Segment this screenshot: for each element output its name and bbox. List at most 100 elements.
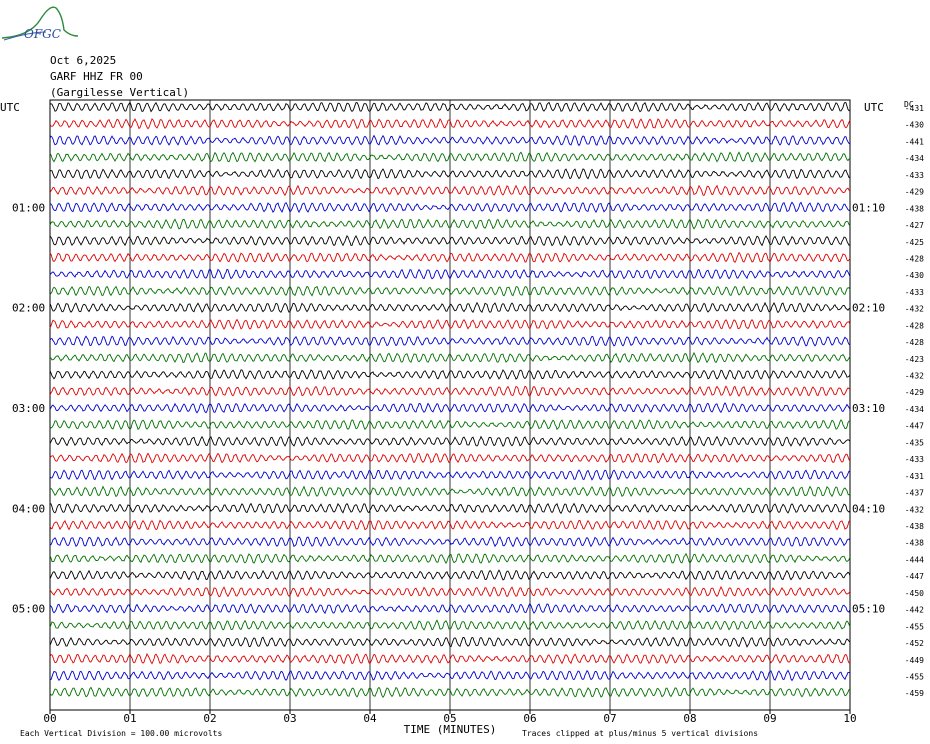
seismic-trace (49, 101, 851, 113)
left-time-label: 01:00 (12, 201, 45, 214)
seismic-trace (49, 602, 851, 615)
seismic-trace (49, 669, 851, 682)
dc-offset-label: -433 (905, 288, 924, 297)
seismic-trace (49, 485, 851, 498)
seismic-trace (49, 151, 851, 163)
dc-offset-label: -432 (905, 505, 924, 514)
x-tick-label: 02 (203, 712, 216, 725)
seismic-trace (49, 301, 851, 314)
seismic-trace (49, 452, 851, 464)
left-utc-label: UTC (0, 101, 20, 114)
dc-offset-label: -431 (905, 104, 924, 113)
seismic-trace (49, 318, 851, 330)
dc-offset-label: -450 (905, 589, 924, 598)
seismic-trace (49, 402, 851, 414)
dc-offset-label: -434 (905, 154, 924, 163)
left-time-label: 05:00 (12, 603, 45, 616)
dc-offset-label: -429 (905, 388, 924, 397)
seismic-trace (49, 652, 851, 665)
dc-offset-label: -438 (905, 539, 924, 548)
seismic-trace (49, 118, 851, 130)
seismic-trace (49, 218, 851, 230)
dc-offset-label: -431 (905, 472, 924, 481)
dc-offset-label: -427 (905, 221, 924, 230)
dc-label: DC (904, 100, 914, 109)
dc-offset-label: -455 (905, 672, 924, 681)
dc-offset-label: -447 (905, 422, 924, 431)
x-tick-label: 07 (603, 712, 616, 725)
dc-offset-label: -441 (905, 137, 924, 146)
seismic-trace (49, 184, 851, 197)
right-time-label: 01:10 (852, 201, 885, 214)
dc-offset-label: -459 (905, 689, 924, 698)
left-time-label: 03:00 (12, 402, 45, 415)
x-axis-title: TIME (MINUTES) (404, 723, 497, 736)
seismic-trace (49, 469, 851, 481)
dc-offset-label: -434 (905, 405, 924, 414)
seismic-trace (49, 234, 851, 247)
right-time-label: 03:10 (852, 402, 885, 415)
x-tick-label: 01 (123, 712, 136, 725)
dc-offset-label: -444 (905, 555, 924, 564)
dc-offset-label: -432 (905, 305, 924, 314)
seismic-trace (49, 536, 851, 548)
x-tick-label: 09 (763, 712, 776, 725)
dc-offset-label: -428 (905, 321, 924, 330)
seismic-trace (49, 619, 851, 631)
dc-offset-label: -452 (905, 639, 924, 648)
station-location: (Gargilesse Vertical) (50, 86, 190, 99)
seismic-trace (49, 268, 851, 280)
dc-offset-label: -437 (905, 489, 924, 498)
dc-offset-label: -423 (905, 355, 924, 364)
right-time-label: 04:10 (852, 502, 885, 515)
footer-scale-note: Each Vertical Division = 100.00 microvol… (20, 729, 222, 738)
chart-date: Oct 6,2025 (50, 54, 117, 67)
seismic-trace (49, 369, 851, 380)
dc-offset-label: -430 (905, 271, 924, 280)
seismic-trace (49, 285, 851, 297)
seismic-trace (49, 686, 851, 698)
dc-offset-label: -430 (905, 121, 924, 130)
dc-offset-label: -428 (905, 338, 924, 347)
x-tick-label: 10 (843, 712, 856, 725)
dc-offset-label: -435 (905, 438, 924, 447)
dc-offset-label: -425 (905, 238, 924, 247)
right-utc-label: UTC (864, 101, 884, 114)
dc-offset-label: -438 (905, 522, 924, 531)
seismic-trace (49, 168, 851, 180)
x-tick-label: 05 (443, 712, 456, 725)
dc-offset-label: -429 (905, 188, 924, 197)
station-code: GARF HHZ FR 00 (50, 70, 143, 83)
right-time-label: 02:10 (852, 302, 885, 315)
dc-offset-label: -442 (905, 606, 924, 615)
right-time-label: 05:10 (852, 603, 885, 616)
seismic-trace (49, 519, 851, 531)
dc-offset-label: -433 (905, 455, 924, 464)
seismic-trace (49, 502, 851, 515)
seismic-trace (49, 385, 851, 397)
seismic-trace (49, 351, 851, 364)
dc-offset-label: -428 (905, 254, 924, 263)
seismic-trace (49, 552, 851, 565)
dc-offset-label: -433 (905, 171, 924, 180)
seismic-trace (49, 636, 851, 648)
seismic-trace (49, 419, 851, 431)
x-tick-label: 06 (523, 712, 536, 725)
left-time-label: 04:00 (12, 502, 45, 515)
x-tick-label: 08 (683, 712, 696, 725)
seismic-trace (49, 569, 851, 581)
seismic-trace (49, 435, 851, 448)
dc-offset-label: -432 (905, 372, 924, 381)
x-tick-label: 00 (43, 712, 56, 725)
footer-clip-note: Traces clipped at plus/minus 5 vertical … (522, 729, 758, 738)
x-tick-label: 03 (283, 712, 296, 725)
seismic-trace (49, 134, 851, 147)
seismic-trace (49, 251, 851, 264)
x-tick-label: 04 (363, 712, 377, 725)
left-time-label: 02:00 (12, 302, 45, 315)
dc-offset-label: -455 (905, 622, 924, 631)
seismic-trace (49, 335, 851, 347)
logo-text: OFGC (24, 27, 61, 41)
ofgc-logo: OFGC (0, 2, 79, 44)
